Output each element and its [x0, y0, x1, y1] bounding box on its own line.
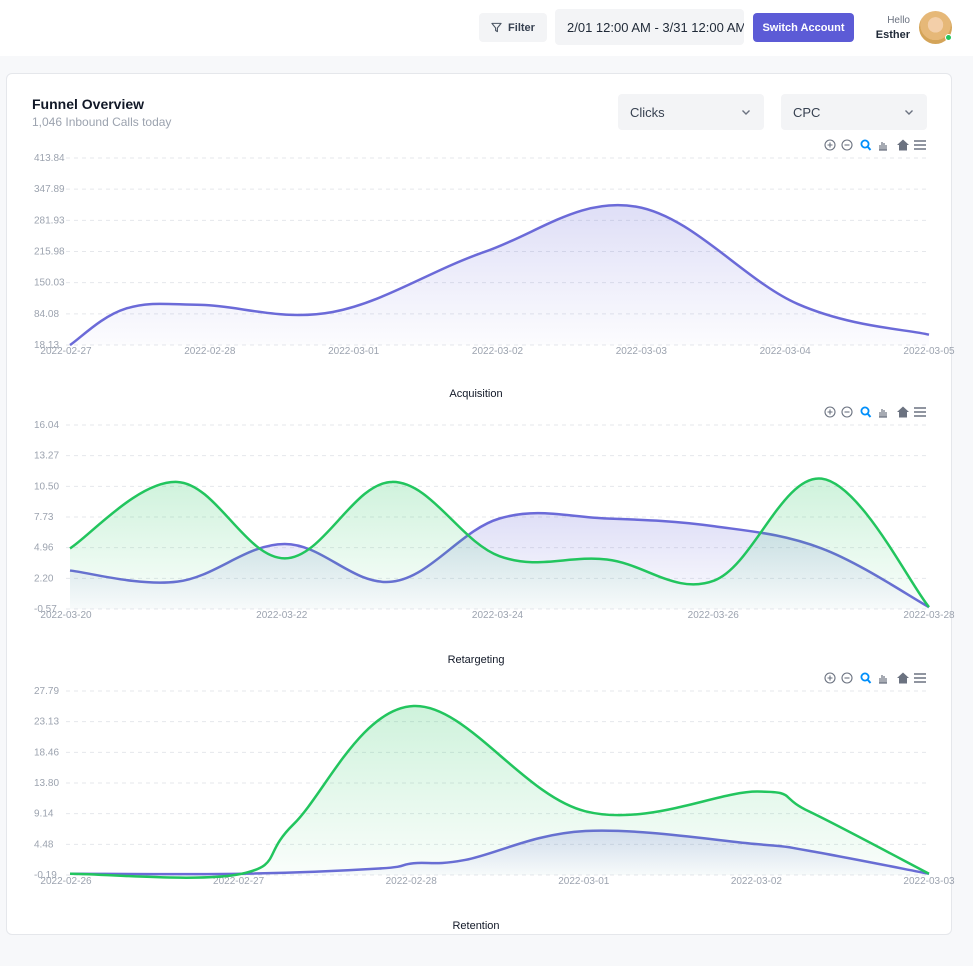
- filter-button[interactable]: Filter: [479, 13, 547, 42]
- series-line: [69, 477, 930, 608]
- metric-select-value: CPC: [793, 104, 821, 120]
- menu-icon[interactable]: [914, 673, 926, 683]
- y-tick-label: 13.27: [34, 451, 59, 462]
- y-tick-label: 18.46: [34, 747, 59, 758]
- y-tick-label: 4.48: [34, 839, 54, 850]
- y-tick-label: 16.04: [34, 420, 59, 431]
- chevron-down-icon: [905, 110, 913, 115]
- x-tick-label: 2022-03-22: [256, 610, 308, 621]
- y-tick-label: 347.89: [34, 184, 65, 195]
- x-tick-label: 2022-03-26: [688, 610, 740, 621]
- filter-icon: [491, 22, 502, 33]
- greeting-text: Hello: [887, 15, 910, 26]
- x-tick-label: 2022-03-05: [903, 346, 955, 357]
- x-tick-label: 2022-03-01: [558, 876, 610, 887]
- date-range-picker[interactable]: 2/01 12:00 AM - 3/31 12:00 AM: [555, 9, 744, 45]
- home-icon[interactable]: [897, 139, 909, 151]
- chart-toolbar: [824, 406, 926, 418]
- x-tick-label: 2022-02-28: [386, 876, 438, 887]
- x-tick-label: 2022-03-02: [472, 346, 524, 357]
- x-tick-label: 2022-02-27: [40, 346, 92, 357]
- series-line: [69, 704, 930, 879]
- metric-select-clicks[interactable]: Clicks: [618, 94, 764, 130]
- filter-label: Filter: [508, 21, 535, 34]
- y-tick-label: 84.08: [34, 309, 59, 320]
- home-icon[interactable]: [897, 672, 909, 684]
- y-tick-label: -0.57: [34, 604, 57, 615]
- y-tick-label: 7.73: [34, 512, 54, 523]
- chart-acquisition: 413.84 347.89 281.93 215.98 150.03 84.08 18.13…: [34, 139, 955, 400]
- selection-zoom-icon[interactable]: [860, 406, 872, 418]
- y-tick-label: 27.79: [34, 686, 59, 697]
- pan-icon[interactable]: [879, 409, 887, 418]
- y-tick-label: 215.98: [34, 247, 65, 258]
- zoom-in-icon[interactable]: [824, 672, 836, 684]
- y-tick-label: 23.13: [34, 717, 59, 728]
- pan-icon[interactable]: [879, 142, 887, 151]
- y-tick-label: 413.84: [34, 153, 65, 164]
- series-area: [70, 205, 929, 346]
- pan-icon[interactable]: [879, 675, 887, 684]
- series-line: [69, 203, 930, 347]
- x-tick-label: 2022-02-26: [40, 876, 92, 887]
- x-tick-label: 2022-03-02: [731, 876, 783, 887]
- series-area: [70, 706, 929, 878]
- user-name: Esther: [875, 29, 910, 41]
- chevron-down-icon: [742, 110, 750, 115]
- selection-zoom-icon[interactable]: [860, 672, 872, 684]
- y-tick-label: 10.50: [34, 481, 59, 492]
- y-tick-label: 9.14: [34, 809, 54, 820]
- online-status-dot: [945, 34, 952, 41]
- user-greeting: Hello Esther: [876, 14, 910, 42]
- y-tick-label: 281.93: [34, 215, 65, 226]
- card-subtitle: 1,046 Inbound Calls today: [32, 115, 172, 129]
- zoom-in-icon[interactable]: [824, 139, 836, 151]
- menu-icon[interactable]: [914, 140, 926, 150]
- x-tick-label: 2022-03-28: [903, 610, 955, 621]
- chart-title: Retargeting: [448, 654, 505, 666]
- x-tick-label: 2022-03-01: [328, 346, 380, 357]
- y-tick-label: 13.80: [34, 778, 59, 789]
- y-tick-label: 2.20: [34, 573, 54, 584]
- x-tick-label: 2022-03-04: [760, 346, 812, 357]
- x-tick-label: 2022-03-20: [40, 610, 92, 621]
- metric-select-cpc[interactable]: CPC: [781, 94, 927, 130]
- zoom-out-icon[interactable]: [841, 139, 853, 151]
- metric-select-value: Clicks: [630, 104, 665, 120]
- switch-account-button[interactable]: Switch Account: [753, 13, 854, 42]
- top-bar: Filter 2/01 12:00 AM - 3/31 12:00 AM Swi…: [0, 0, 973, 56]
- chart-title: Acquisition: [449, 388, 502, 400]
- chart-toolbar: [824, 672, 926, 684]
- series-area: [70, 478, 929, 609]
- zoom-out-icon[interactable]: [841, 406, 853, 418]
- y-tick-label: -0.19: [34, 870, 57, 881]
- x-tick-label: 2022-03-24: [472, 610, 524, 621]
- x-tick-label: 2022-03-03: [903, 876, 955, 887]
- x-tick-label: 2022-03-03: [616, 346, 668, 357]
- card-title: Funnel Overview: [32, 96, 145, 112]
- avatar[interactable]: [919, 11, 952, 44]
- chart-title: Retention: [452, 920, 499, 932]
- zoom-in-icon[interactable]: [824, 406, 836, 418]
- chart-retargeting: 16.0413.2710.507.734.962.20-0.572022-03-…: [34, 406, 955, 666]
- y-tick-label: 18.13: [34, 340, 59, 351]
- chart-toolbar: [824, 139, 926, 151]
- x-tick-label: 2022-02-27: [213, 876, 265, 887]
- x-tick-label: 2022-02-28: [184, 346, 236, 357]
- zoom-out-icon[interactable]: [841, 672, 853, 684]
- y-tick-label: 150.03: [34, 278, 65, 289]
- selection-zoom-icon[interactable]: [860, 139, 872, 151]
- menu-icon[interactable]: [914, 407, 926, 417]
- chart-retention: 27.7923.1318.4613.809.144.48-0.192022-02…: [34, 672, 955, 932]
- home-icon[interactable]: [897, 406, 909, 418]
- y-tick-label: 4.96: [34, 543, 54, 554]
